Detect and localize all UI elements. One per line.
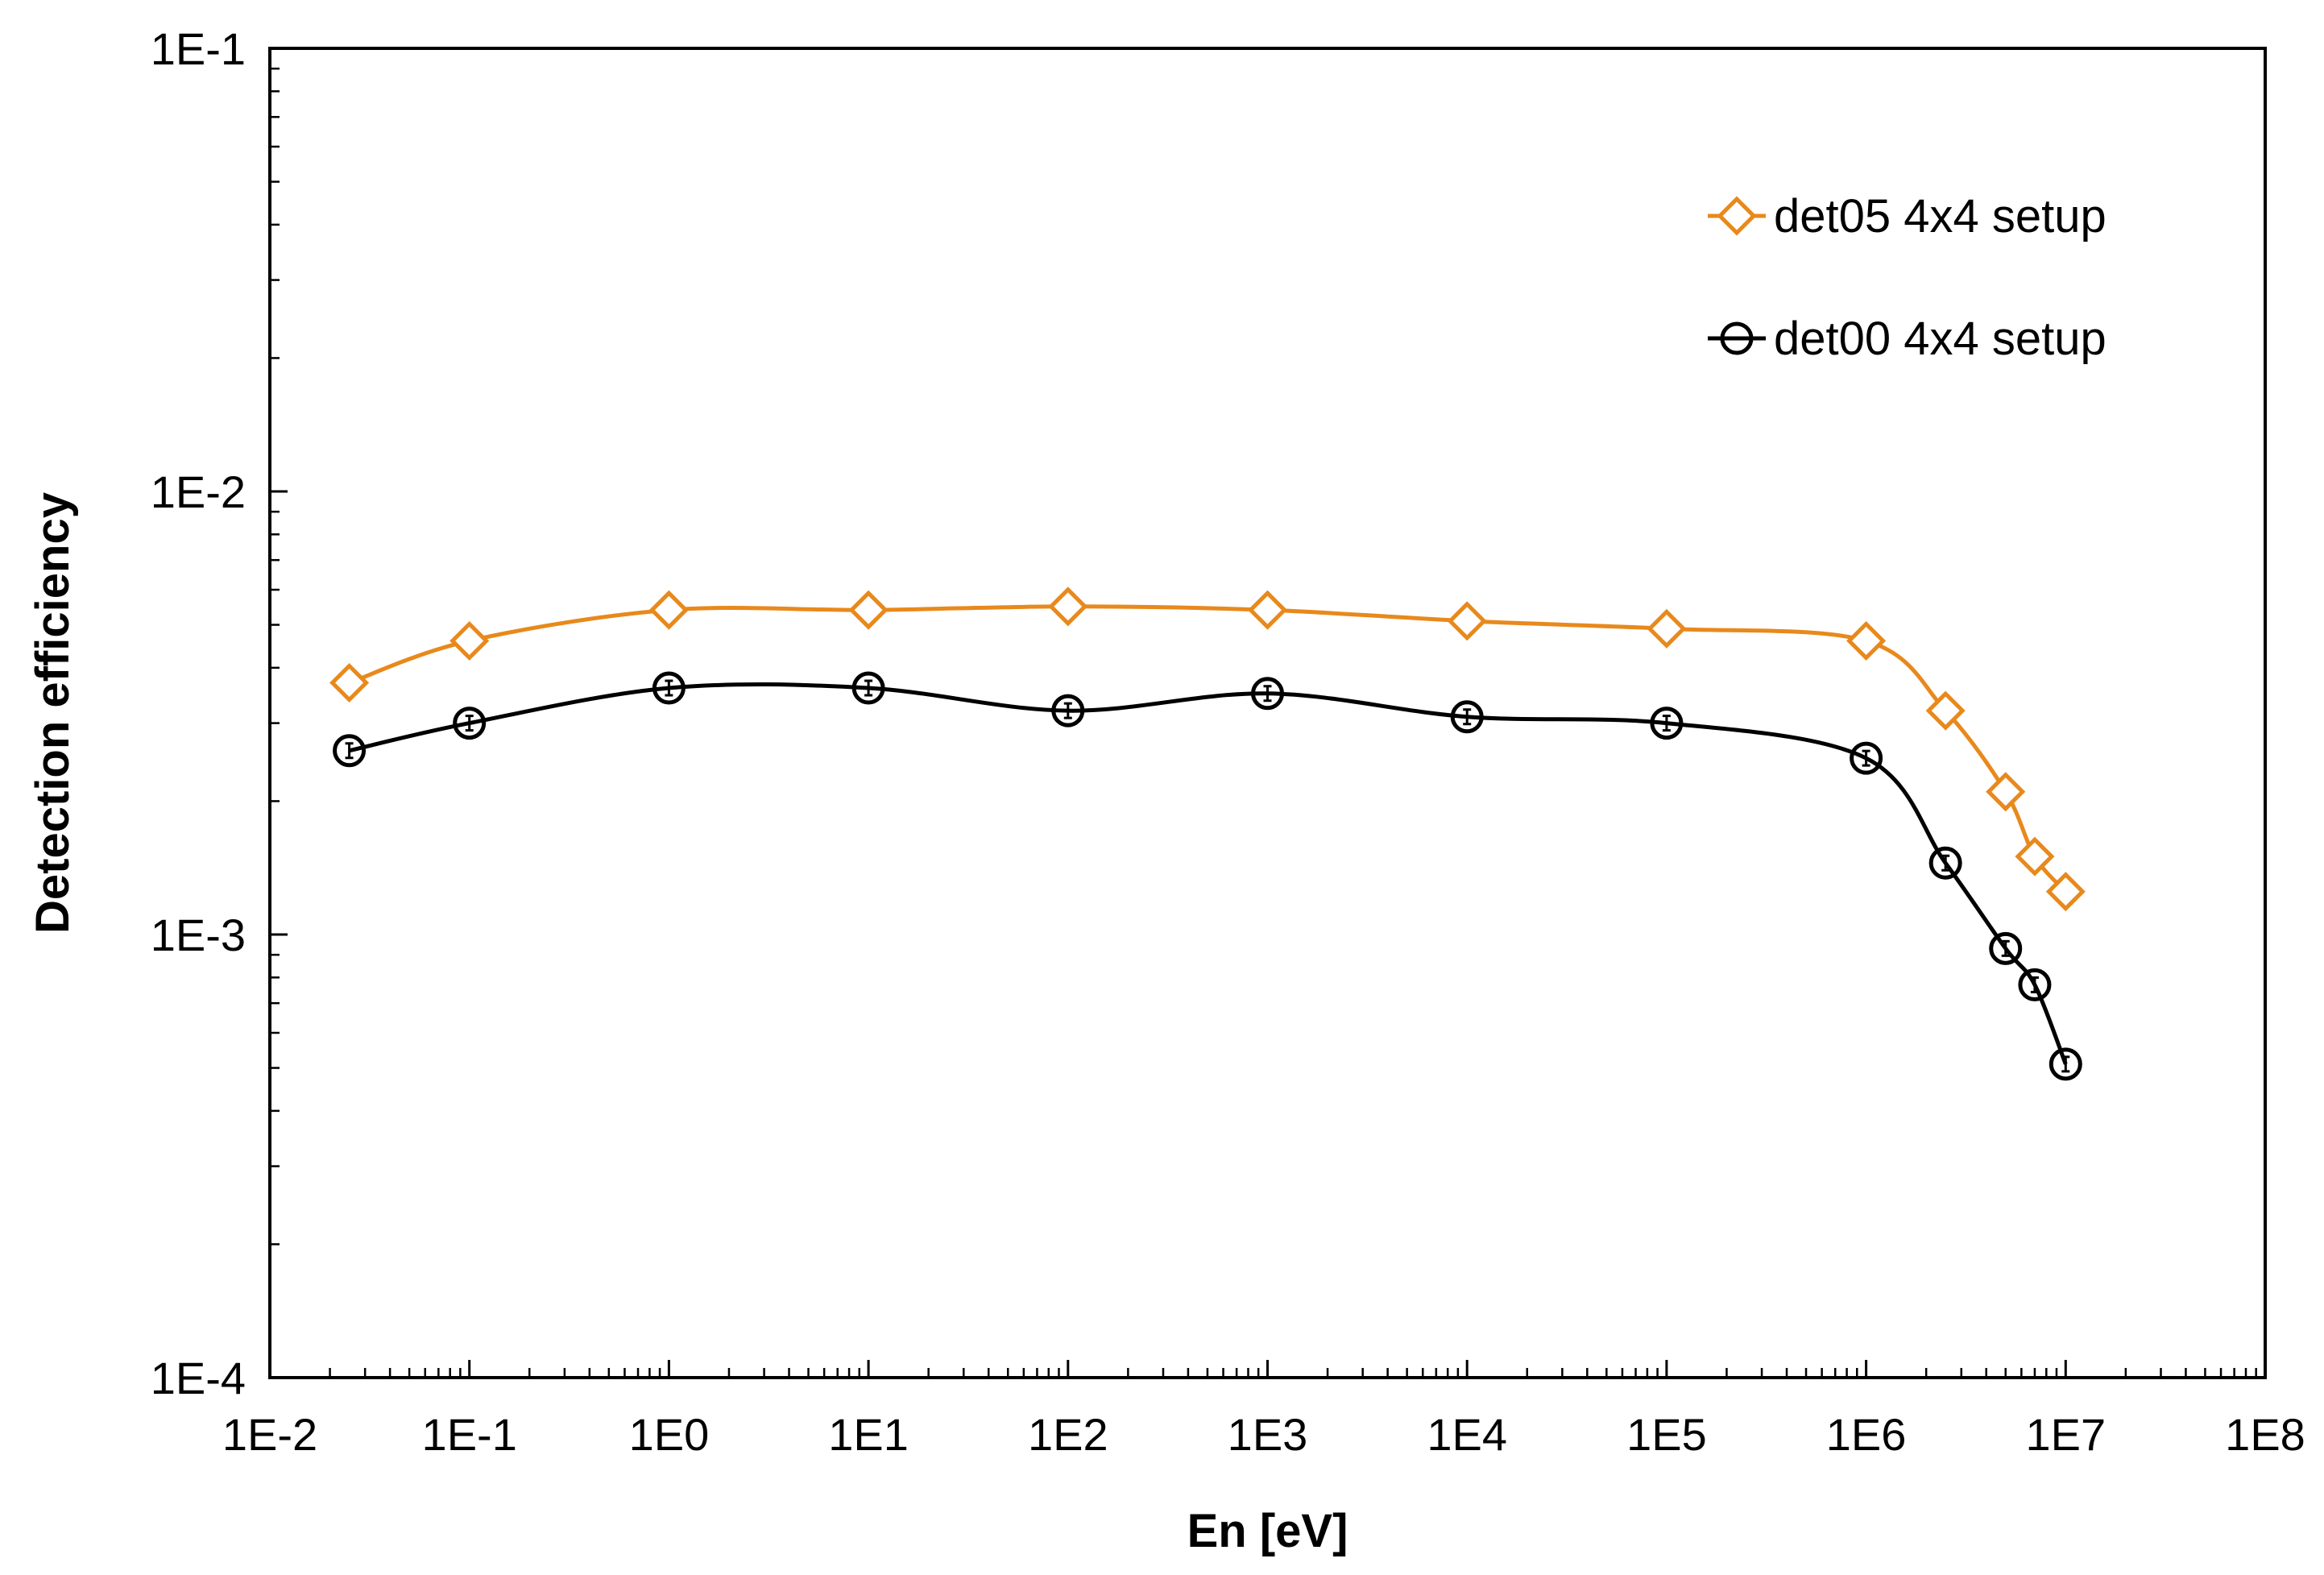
data-point-circle	[1450, 700, 1484, 734]
data-point-diamond	[648, 590, 689, 630]
x-tick-label: 1E2	[1028, 1409, 1108, 1460]
y-tick-labels: 1E-4 1E-3 1E-2 1E-1	[151, 23, 246, 1403]
data-point-circle	[453, 707, 487, 740]
data-point-diamond	[2045, 872, 2086, 912]
data-point-diamond	[1846, 620, 1887, 661]
data-point-diamond	[449, 620, 490, 661]
x-tick-label: 1E6	[1826, 1409, 1907, 1460]
data-point-circle	[1251, 677, 1284, 711]
x-tick-label: 1E8	[2225, 1409, 2305, 1460]
x-tick-labels: 1E-2 1E-1 1E0 1E1 1E2 1E3 1E4 1E5 1E6 1E7 1E8	[222, 1409, 2305, 1460]
series-1	[329, 586, 2086, 912]
data-point-diamond	[1986, 772, 2026, 812]
y-tick-label: 1E-2	[151, 466, 246, 517]
y-tick-label: 1E-4	[151, 1353, 246, 1403]
series-layer	[329, 586, 2086, 1081]
x-tick-label: 1E-1	[422, 1409, 517, 1460]
data-point-circle	[333, 734, 367, 768]
data-point-circle	[2049, 1047, 2082, 1081]
data-point-diamond	[1048, 586, 1088, 627]
data-point-circle	[1650, 707, 1684, 740]
data-point-diamond	[2015, 836, 2055, 877]
legend-entry: det00 4x4 setup	[1708, 313, 2107, 365]
data-point-circle	[1989, 931, 2023, 965]
data-point-circle	[652, 671, 686, 705]
data-point-diamond	[1447, 601, 1487, 641]
legend: det05 4x4 setup det00 4x4 setup	[1708, 190, 2107, 365]
data-point-diamond	[1647, 608, 1687, 649]
data-point-circle	[2018, 968, 2052, 1001]
x-tick-label: 1E0	[629, 1409, 710, 1460]
data-point-circle	[1051, 694, 1085, 727]
x-tick-label: 1E-2	[222, 1409, 317, 1460]
data-point-diamond	[329, 662, 370, 703]
x-tick-label: 1E7	[2025, 1409, 2106, 1460]
data-point-circle	[851, 671, 885, 705]
plot-area-frame	[268, 47, 2267, 1379]
data-point-diamond	[1925, 690, 1966, 731]
y-tick-label: 1E-1	[151, 23, 246, 74]
y-tick-label: 1E-3	[151, 910, 246, 960]
legend-label: det00 4x4 setup	[1774, 313, 2107, 365]
legend-marker	[1717, 196, 1757, 236]
data-point-diamond	[1247, 590, 1288, 630]
data-point-circle	[1850, 741, 1883, 775]
legend-label: det05 4x4 setup	[1774, 190, 2107, 242]
x-axis-title: En [eV]	[1187, 1505, 1348, 1557]
y-axis-title: Detection efficiency	[27, 492, 79, 934]
legend-marker	[1720, 321, 1754, 355]
x-tick-label: 1E1	[828, 1409, 909, 1460]
data-point-circle	[1928, 846, 1962, 880]
data-point-diamond	[848, 590, 889, 630]
x-tick-label: 1E3	[1228, 1409, 1308, 1460]
series-2	[333, 671, 2082, 1081]
legend-entry: det05 4x4 setup	[1708, 190, 2107, 242]
x-tick-label: 1E5	[1626, 1409, 1707, 1460]
x-tick-label: 1E4	[1427, 1409, 1507, 1460]
